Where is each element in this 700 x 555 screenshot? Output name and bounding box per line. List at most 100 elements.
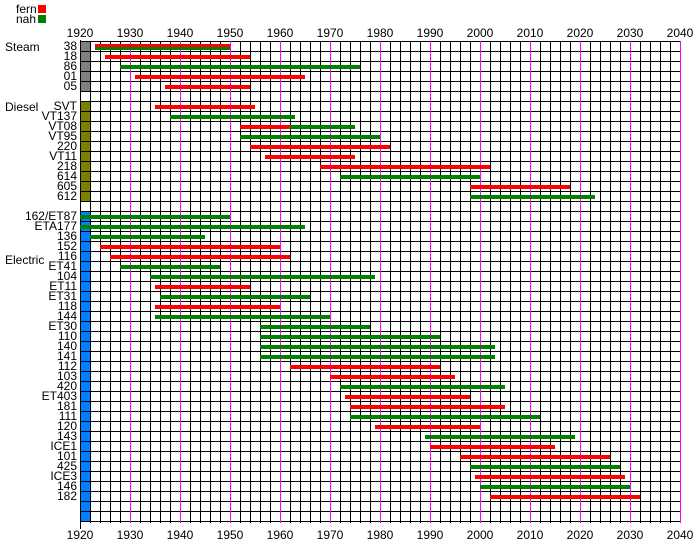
bar-fern-vt08 xyxy=(240,125,290,129)
row-label: 152 xyxy=(57,239,77,253)
bar-nah-38 xyxy=(95,47,230,50)
x-tick-label-top: 1960 xyxy=(267,26,294,40)
row-label: 101 xyxy=(57,449,77,463)
row-label: 103 xyxy=(57,369,77,383)
bar-fern-120 xyxy=(375,425,480,429)
x-tick-label-bottom: 2040 xyxy=(667,528,694,542)
bar-fern-ice1 xyxy=(430,445,555,449)
legend-label: fern xyxy=(16,2,37,16)
bar-fern-38 xyxy=(95,44,230,47)
x-tick-label-bottom: 1940 xyxy=(167,528,194,542)
row-label: 140 xyxy=(57,339,77,353)
bar-fern-et403 xyxy=(345,395,470,399)
bar-nah-140 xyxy=(260,345,495,349)
bar-nah-110 xyxy=(260,335,440,339)
bar-fern-ice3 xyxy=(475,475,625,479)
x-tick-label-bottom: 2010 xyxy=(517,528,544,542)
bar-nah-136 xyxy=(90,235,205,239)
x-tick-label-top: 2000 xyxy=(467,26,494,40)
bar-nah-vt95 xyxy=(240,135,380,139)
bar-fern-118 xyxy=(155,305,280,309)
legend-label: nah xyxy=(16,12,36,26)
bar-fern-101 xyxy=(460,455,610,459)
row-label: ET41 xyxy=(48,259,77,273)
row-label: 605 xyxy=(57,179,77,193)
x-tick-label-bottom: 2030 xyxy=(617,528,644,542)
x-tick-label-bottom: 1950 xyxy=(217,528,244,542)
bar-nah-et30 xyxy=(260,325,370,329)
row-label: 118 xyxy=(58,299,77,313)
bar-fern-112 xyxy=(290,365,440,369)
row-label: VT08 xyxy=(48,119,77,133)
row-label: 38 xyxy=(64,39,78,53)
x-tick-label-bottom: 1970 xyxy=(317,528,344,542)
x-tick-label-bottom: 2000 xyxy=(467,528,494,542)
row-label: 110 xyxy=(58,329,77,343)
row-label: 146 xyxy=(57,479,77,493)
x-tick-label-top: 1950 xyxy=(217,26,244,40)
bar-fern-vt11 xyxy=(265,155,355,159)
bar-fern-181 xyxy=(350,405,505,409)
row-label: 420 xyxy=(57,379,77,393)
row-label: 01 xyxy=(64,69,78,83)
bar-nah-420 xyxy=(340,385,505,389)
row-label: ET403 xyxy=(42,389,78,403)
bar-fern-01 xyxy=(135,75,305,79)
x-tick-label-bottom: 1980 xyxy=(367,528,394,542)
group-band-steam xyxy=(80,41,90,91)
bar-fern-218 xyxy=(320,165,490,169)
row-label: 111 xyxy=(59,409,78,423)
bar-fern-svt xyxy=(155,105,255,109)
bar-fern-605 xyxy=(470,185,570,189)
x-tick-label-top: 2010 xyxy=(517,26,544,40)
row-label: VT11 xyxy=(49,149,77,163)
row-label: 120 xyxy=(57,419,77,433)
x-tick-label-top: 2020 xyxy=(567,26,594,40)
group-band-electric xyxy=(80,211,90,521)
group-label: Electric xyxy=(5,253,44,267)
bar-fern-18 xyxy=(105,55,250,59)
bar-nah-614 xyxy=(340,175,480,179)
row-label: 86 xyxy=(64,59,78,73)
row-label: VT137 xyxy=(42,109,78,123)
bar-nah-146 xyxy=(480,485,630,489)
bar-nah-vt137 xyxy=(170,115,295,119)
bar-fern-103 xyxy=(330,375,455,379)
x-tick-label-bottom: 1920 xyxy=(67,528,94,542)
x-tick-label-bottom: 1990 xyxy=(417,528,444,542)
row-label: 143 xyxy=(57,429,77,443)
row-label: 144 xyxy=(57,309,77,323)
bar-fern-220 xyxy=(250,145,390,149)
row-label: ICE1 xyxy=(50,439,77,453)
bar-nah-612 xyxy=(470,195,595,199)
bar-fern-182 xyxy=(490,495,640,499)
bar-nah-141 xyxy=(260,355,495,359)
legend-swatch-nah xyxy=(38,15,46,23)
x-tick-label-bottom: 2020 xyxy=(567,528,594,542)
x-tick-label-top: 2030 xyxy=(617,26,644,40)
row-label: 18 xyxy=(64,49,78,63)
bar-nah-143 xyxy=(425,435,575,439)
row-label: 136 xyxy=(57,229,77,243)
group-label: Steam xyxy=(5,40,40,54)
row-label: ET11 xyxy=(49,279,77,293)
bar-nah-et31 xyxy=(160,295,310,299)
row-label: ET31 xyxy=(48,289,77,303)
row-label: SVT xyxy=(54,99,78,113)
row-label: 112 xyxy=(58,359,77,373)
bar-nah-104 xyxy=(150,275,375,279)
row-label: 104 xyxy=(57,269,77,283)
x-tick-label-top: 1980 xyxy=(367,26,394,40)
row-label: 05 xyxy=(64,79,78,93)
row-label: ETA177 xyxy=(35,219,78,233)
x-tick-label-top: 1930 xyxy=(117,26,144,40)
x-tick-label-top: 1990 xyxy=(417,26,444,40)
bar-fern-et11 xyxy=(155,285,250,289)
bar-nah-144 xyxy=(155,315,330,319)
x-tick-label-bottom: 1930 xyxy=(117,528,144,542)
group-label: Diesel xyxy=(5,100,38,114)
row-label: 614 xyxy=(57,169,77,183)
row-label: 612 xyxy=(57,189,77,203)
row-label: VT95 xyxy=(48,129,77,143)
bar-fern-05 xyxy=(165,85,250,89)
